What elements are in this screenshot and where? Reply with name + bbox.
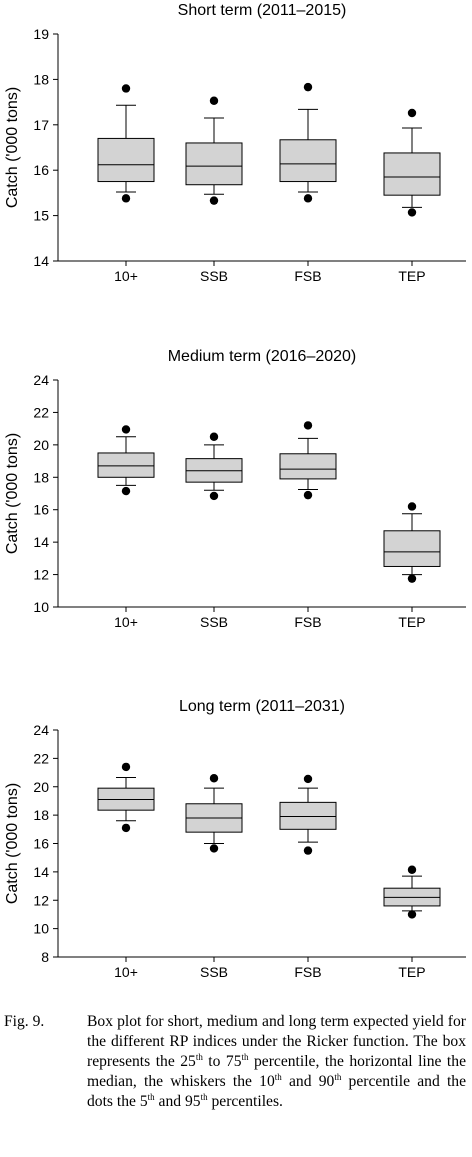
chart-title: Medium term (2016–2020) xyxy=(168,348,357,365)
x-tick-label: TEP xyxy=(398,964,425,980)
outlier-dot-p5 xyxy=(209,196,219,205)
y-tick-label: 8 xyxy=(41,949,49,965)
caption-label: Fig. 9. xyxy=(4,1013,45,1030)
x-tick-label: SSB xyxy=(200,964,228,980)
y-tick-label: 10 xyxy=(33,921,49,937)
x-tick-label: TEP xyxy=(398,614,425,630)
x-tick-label: 10+ xyxy=(114,614,138,630)
box-iqr xyxy=(279,801,337,830)
outlier-dot-p95 xyxy=(121,84,131,93)
outlier-dot-p5 xyxy=(303,490,313,500)
outlier-dot-p95 xyxy=(121,762,131,772)
outlier-dot-p5 xyxy=(303,194,313,203)
outlier-dot-p5 xyxy=(407,574,417,583)
outlier-dot-p5 xyxy=(303,846,313,855)
outlier-dot-p95 xyxy=(303,82,313,92)
x-tick-label: SSB xyxy=(200,268,228,284)
y-tick-label: 20 xyxy=(33,779,49,795)
outlier-dot-p95 xyxy=(209,774,219,783)
y-tick-label: 24 xyxy=(33,722,49,738)
outlier-dot-p5 xyxy=(209,844,219,853)
y-tick-label: 15 xyxy=(33,208,49,224)
outlier-dot-p95 xyxy=(407,865,417,874)
y-tick-label: 24 xyxy=(33,372,49,388)
outlier-dot-p5 xyxy=(407,208,417,217)
outlier-dot-p95 xyxy=(121,425,131,434)
y-tick-label: 20 xyxy=(33,437,49,453)
y-tick-label: 22 xyxy=(33,750,49,766)
y-tick-label: 16 xyxy=(33,502,49,518)
outlier-dot-p5 xyxy=(407,910,417,919)
y-tick-label: 14 xyxy=(33,534,49,550)
y-tick-label: 16 xyxy=(33,836,49,852)
box-iqr xyxy=(279,453,337,480)
x-tick-label: FSB xyxy=(294,964,321,980)
outlier-dot-p5 xyxy=(121,823,131,833)
y-axis-label: Catch ('000 tons) xyxy=(4,87,21,208)
x-tick-label: TEP xyxy=(398,268,425,284)
y-tick-label: 18 xyxy=(33,807,49,823)
box-iqr xyxy=(185,142,243,186)
outlier-dot-p95 xyxy=(303,774,313,784)
outlier-dot-p95 xyxy=(407,502,417,511)
outlier-dot-p5 xyxy=(121,194,131,203)
outlier-dot-p95 xyxy=(407,108,417,118)
box-iqr xyxy=(97,137,155,183)
y-tick-label: 22 xyxy=(33,404,49,420)
outlier-dot-p95 xyxy=(209,96,219,105)
y-tick-label: 14 xyxy=(33,253,49,269)
y-tick-label: 12 xyxy=(33,892,49,908)
y-tick-label: 18 xyxy=(33,469,49,485)
y-tick-label: 16 xyxy=(33,162,49,178)
y-tick-label: 10 xyxy=(33,599,49,615)
y-tick-label: 19 xyxy=(33,26,49,42)
x-tick-label: 10+ xyxy=(114,964,138,980)
chart-title: Short term (2011–2015) xyxy=(178,2,347,19)
box-iqr xyxy=(383,152,441,196)
y-axis-label: Catch ('000 tons) xyxy=(4,433,21,554)
y-tick-label: 17 xyxy=(33,117,49,133)
outlier-dot-p95 xyxy=(209,432,219,441)
caption-text: Box plot for short, medium and long term… xyxy=(87,1013,467,1110)
y-tick-label: 14 xyxy=(33,864,49,880)
box-iqr xyxy=(279,139,337,183)
x-tick-label: FSB xyxy=(294,614,321,630)
y-tick-label: 18 xyxy=(33,71,49,87)
box-iqr xyxy=(383,530,441,567)
outlier-dot-p5 xyxy=(209,491,219,501)
x-tick-label: FSB xyxy=(294,268,321,284)
box-iqr xyxy=(97,452,155,478)
y-tick-label: 12 xyxy=(33,567,49,583)
chart-title: Long term (2011–2031) xyxy=(179,698,345,715)
x-tick-label: SSB xyxy=(200,614,228,630)
x-tick-label: 10+ xyxy=(114,268,138,284)
box-plot-figure: Short term (2011–2015) 14 15 16 17 18 19 Catch … xyxy=(4,2,466,980)
outlier-dot-p5 xyxy=(121,486,131,496)
outlier-dot-p95 xyxy=(303,421,313,430)
y-axis-label: Catch ('000 tons) xyxy=(4,783,21,904)
